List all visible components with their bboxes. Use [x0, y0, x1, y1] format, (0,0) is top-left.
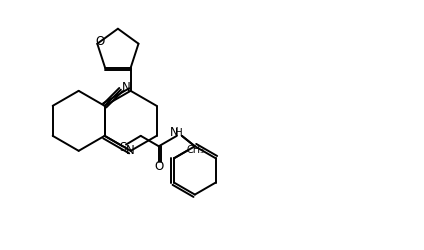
Text: N: N [122, 82, 130, 94]
Text: H: H [175, 128, 183, 138]
Text: CH₃: CH₃ [186, 146, 204, 156]
Text: O: O [95, 35, 104, 48]
Text: S: S [119, 140, 126, 153]
Text: N: N [126, 144, 135, 157]
Text: O: O [154, 160, 163, 173]
Text: N: N [170, 126, 178, 140]
